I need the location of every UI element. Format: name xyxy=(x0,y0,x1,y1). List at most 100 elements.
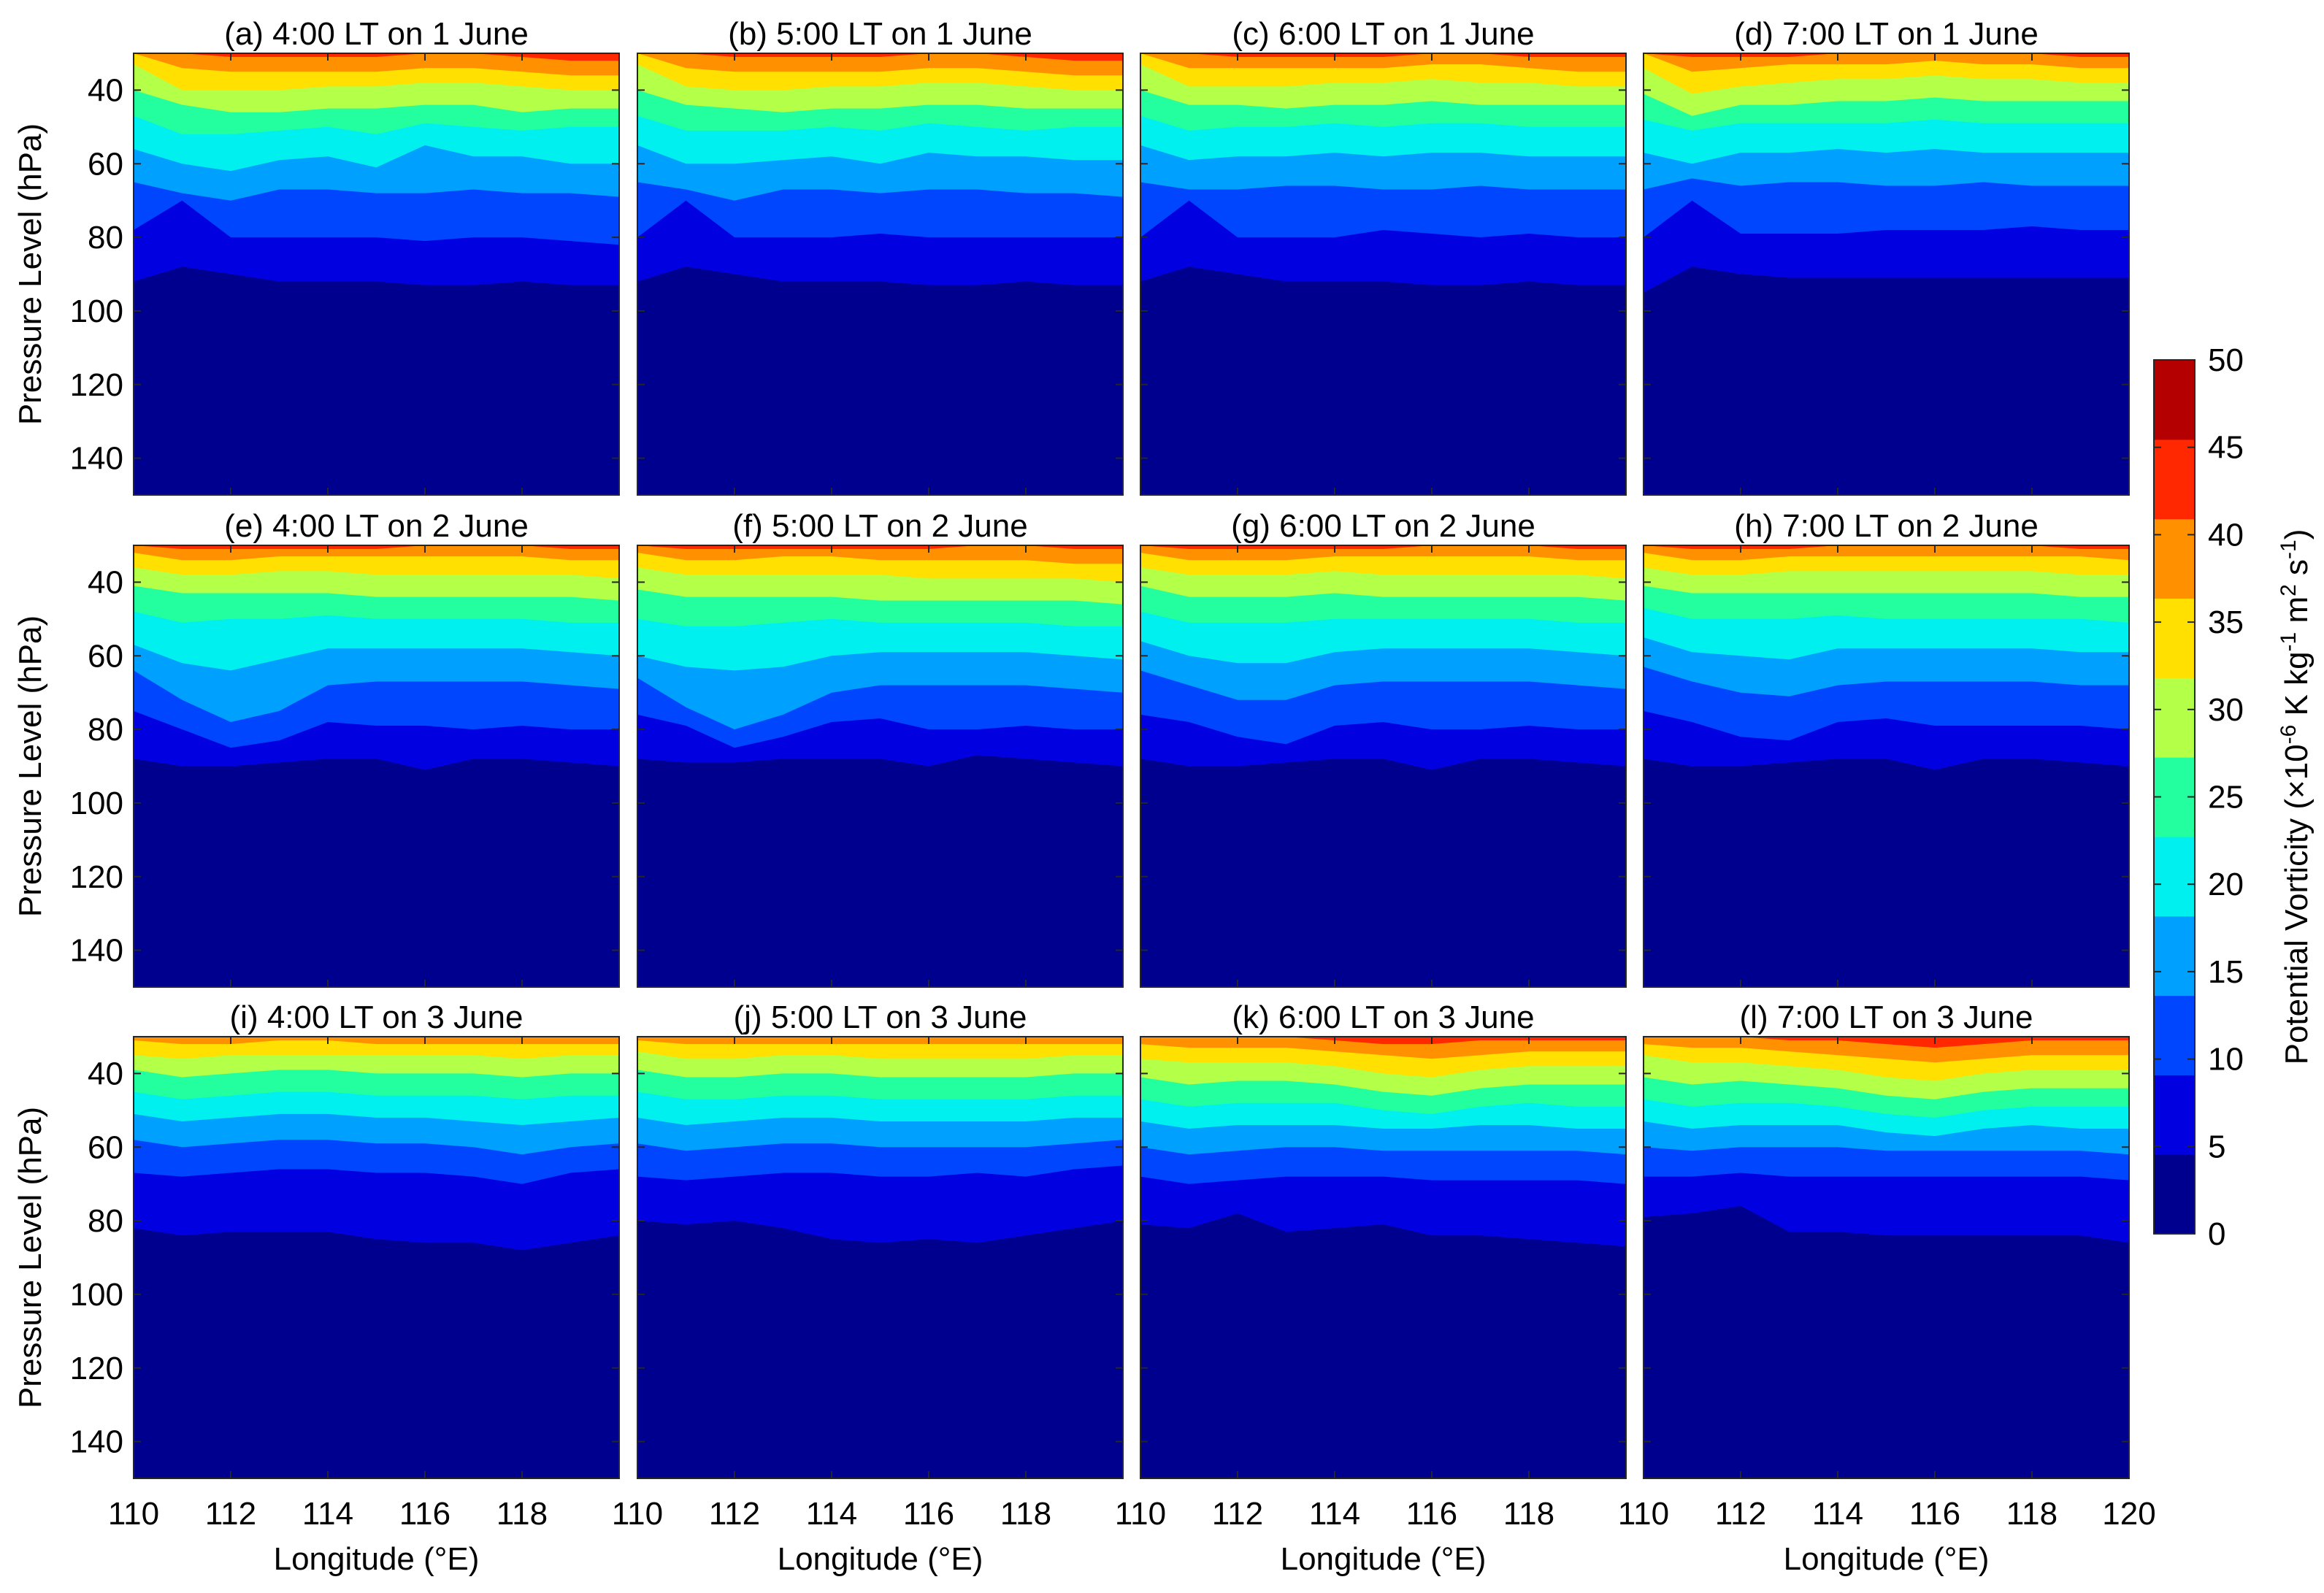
colorbar-swatch xyxy=(2154,916,2195,997)
colorbar-tick-label: 25 xyxy=(2208,780,2244,815)
y-tick-label: 120 xyxy=(70,1351,123,1386)
x-tick-label: 116 xyxy=(399,1496,450,1532)
y-tick-label: 140 xyxy=(70,441,123,477)
panel-title: (a) 4:00 LT on 1 June xyxy=(224,16,529,52)
panel: (e) 4:00 LT on 2 June 40 60 80 100 120 140 Pres… xyxy=(12,508,620,988)
colorbar-swatch xyxy=(2154,598,2195,678)
y-tick-label: 40 xyxy=(88,1056,123,1091)
colorbar-swatch xyxy=(2154,439,2195,520)
pv-band-40 xyxy=(134,53,619,76)
x-tick-label: 110 xyxy=(108,1496,159,1532)
x-tick-label: 110 xyxy=(1618,1496,1669,1532)
colorbar-tick-label: 30 xyxy=(2208,692,2244,728)
pv-band-45 xyxy=(637,53,1123,61)
x-tick-label: 112 xyxy=(709,1496,760,1532)
panel: (k) 6:00 LT on 3 June 110 112 114 116 118 Long… xyxy=(1115,999,1627,1577)
colorbar-swatch xyxy=(2154,677,2195,758)
x-tick-label: 114 xyxy=(806,1496,857,1532)
panel-title: (l) 7:00 LT on 3 June xyxy=(1740,999,2033,1035)
y-tick-label: 140 xyxy=(70,933,123,969)
panel: (c) 6:00 LT on 1 June xyxy=(1140,16,1627,496)
panel-frame xyxy=(637,545,1124,988)
y-tick-label: 40 xyxy=(88,72,123,108)
pv-band-40 xyxy=(1644,1037,2129,1063)
panel-title: (f) 5:00 LT on 2 June xyxy=(732,508,1027,544)
panel-frame xyxy=(133,1036,620,1479)
pv-band-40 xyxy=(1140,53,1626,72)
panel: (g) 6:00 LT on 2 June xyxy=(1140,508,1627,988)
colorbar-swatch xyxy=(2154,836,2195,917)
pv-band-40 xyxy=(1644,545,2129,561)
panel-title: (k) 6:00 LT on 3 June xyxy=(1232,999,1534,1035)
colorbar-swatch xyxy=(2154,1154,2195,1235)
x-axis-label: Longitude (°E) xyxy=(1281,1541,1487,1577)
colorbar-tick-label: 10 xyxy=(2208,1042,2244,1078)
panel: (i) 4:00 LT on 3 June 40 60 80 100 120 140 Pres… xyxy=(12,999,620,1577)
x-tick-label: 116 xyxy=(903,1496,954,1532)
x-tick-label: 112 xyxy=(1212,1496,1263,1532)
panel-title: (i) 4:00 LT on 3 June xyxy=(230,999,524,1035)
panel-frame xyxy=(133,545,620,988)
colorbar-tick-label: 50 xyxy=(2208,342,2244,378)
panel-frame xyxy=(133,53,620,496)
colorbar-tick-label: 5 xyxy=(2208,1129,2225,1164)
panel-frame xyxy=(1140,1036,1627,1479)
x-tick-label: 114 xyxy=(1309,1496,1360,1532)
panel: (b) 5:00 LT on 1 June xyxy=(637,16,1124,496)
colorbar-tick-label: 0 xyxy=(2208,1216,2225,1252)
x-tick-label: 110 xyxy=(612,1496,663,1532)
y-tick-label: 100 xyxy=(70,786,123,821)
panel: (h) 7:00 LT on 2 June xyxy=(1643,508,2130,988)
y-axis-label: Pressure Level (hPa) xyxy=(12,615,48,917)
x-tick-label: 110 xyxy=(1115,1496,1166,1532)
panel: (a) 4:00 LT on 1 June 40 60 80 100 120 140 Pres… xyxy=(12,16,620,496)
pv-band-45 xyxy=(1644,53,2129,57)
panel-frame xyxy=(1140,545,1627,988)
colorbar-swatch xyxy=(2154,995,2195,1075)
x-tick-label: 114 xyxy=(1812,1496,1863,1532)
y-tick-label: 80 xyxy=(88,220,123,256)
y-tick-label: 80 xyxy=(88,712,123,748)
x-tick-label: 116 xyxy=(1909,1496,1960,1532)
pv-band-45 xyxy=(1140,1037,1626,1045)
panel-frame xyxy=(1643,1036,2130,1479)
pv-band-45 xyxy=(1140,545,1626,549)
pv-band-40 xyxy=(1140,545,1626,561)
y-tick-label: 140 xyxy=(70,1424,123,1460)
panel-title: (b) 5:00 LT on 1 June xyxy=(728,16,1032,52)
y-tick-label: 60 xyxy=(88,638,123,674)
y-tick-label: 60 xyxy=(88,1129,123,1165)
panel-frame xyxy=(637,1036,1124,1479)
x-tick-label: 116 xyxy=(1406,1496,1457,1532)
panel-title: (j) 5:00 LT on 3 June xyxy=(734,999,1027,1035)
y-tick-label: 100 xyxy=(70,293,123,329)
panel-title: (d) 7:00 LT on 1 June xyxy=(1734,16,2039,52)
pv-band-45 xyxy=(1644,545,2129,549)
pv-band-40 xyxy=(1644,53,2129,72)
colorbar-label: Potential Vorticity (×10-6 K kg-1 m2 s-1… xyxy=(2277,529,2315,1065)
y-tick-label: 120 xyxy=(70,367,123,403)
x-tick-label: 112 xyxy=(1715,1496,1766,1532)
pv-band-40 xyxy=(637,1037,1123,1045)
pv-band-40 xyxy=(134,1037,619,1045)
y-tick-label: 120 xyxy=(70,859,123,895)
x-tick-label: 120 xyxy=(2102,1496,2155,1532)
colorbar-tick-label: 35 xyxy=(2208,604,2244,640)
pv-band-40 xyxy=(1140,1037,1626,1059)
colorbar-tick-label: 45 xyxy=(2208,430,2244,466)
y-tick-label: 40 xyxy=(88,564,123,600)
pv-band-40 xyxy=(134,545,619,561)
x-tick-label: 118 xyxy=(1000,1496,1051,1532)
y-tick-label: 60 xyxy=(88,146,123,182)
colorbar-tick-label: 40 xyxy=(2208,517,2244,553)
x-axis-label: Longitude (°E) xyxy=(1784,1541,1990,1577)
panel: (l) 7:00 LT on 3 June 110 112 114 116 118 120 L… xyxy=(1618,999,2156,1577)
x-axis-label: Longitude (°E) xyxy=(778,1541,983,1577)
pv-band-40 xyxy=(637,545,1123,564)
y-tick-label: 100 xyxy=(70,1277,123,1313)
x-tick-label: 118 xyxy=(496,1496,548,1532)
colorbar-tick-label: 20 xyxy=(2208,867,2244,902)
pv-band-45 xyxy=(1140,53,1626,57)
panel: (f) 5:00 LT on 2 June xyxy=(637,508,1124,988)
panel-grid: (a) 4:00 LT on 1 June 40 60 80 100 120 140 Pres… xyxy=(12,16,2156,1577)
